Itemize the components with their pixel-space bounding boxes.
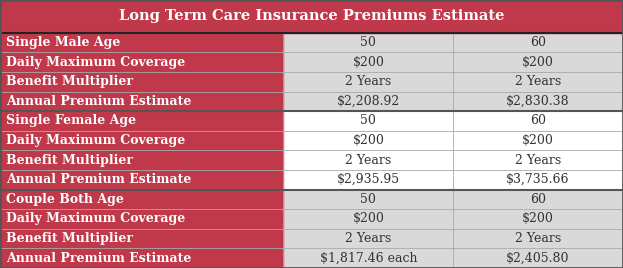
Bar <box>283 52 623 72</box>
Text: 2 Years: 2 Years <box>345 75 391 88</box>
Bar <box>0 72 283 92</box>
Text: $2,208.92: $2,208.92 <box>336 95 400 108</box>
Text: 50: 50 <box>361 114 376 128</box>
Text: Daily Maximum Coverage: Daily Maximum Coverage <box>6 213 186 225</box>
Text: 50: 50 <box>361 36 376 49</box>
Bar <box>283 248 623 268</box>
Text: $2,405.80: $2,405.80 <box>506 252 570 265</box>
Text: Benefit Multiplier: Benefit Multiplier <box>6 75 133 88</box>
Text: Couple Both Age: Couple Both Age <box>6 193 124 206</box>
Text: $200: $200 <box>522 55 554 69</box>
Text: $200: $200 <box>353 55 384 69</box>
Text: $200: $200 <box>522 134 554 147</box>
Text: $200: $200 <box>353 213 384 225</box>
Bar <box>0 150 283 170</box>
Text: Annual Premium Estimate: Annual Premium Estimate <box>6 95 192 108</box>
Text: 2 Years: 2 Years <box>515 154 561 167</box>
Text: Daily Maximum Coverage: Daily Maximum Coverage <box>6 55 186 69</box>
Text: 2 Years: 2 Years <box>345 232 391 245</box>
Text: Single Female Age: Single Female Age <box>6 114 136 128</box>
Text: $2,935.95: $2,935.95 <box>337 173 400 186</box>
Text: $200: $200 <box>522 213 554 225</box>
Bar <box>283 170 623 189</box>
Text: Benefit Multiplier: Benefit Multiplier <box>6 154 133 167</box>
Text: $2,830.38: $2,830.38 <box>506 95 570 108</box>
Bar <box>0 131 283 150</box>
Bar <box>283 33 623 52</box>
Text: Daily Maximum Coverage: Daily Maximum Coverage <box>6 134 186 147</box>
Bar <box>0 209 283 229</box>
Text: $3,735.66: $3,735.66 <box>506 173 570 186</box>
Bar <box>283 92 623 111</box>
Bar <box>283 189 623 209</box>
Bar <box>0 229 283 248</box>
Text: $1,817.46 each: $1,817.46 each <box>320 252 417 265</box>
Text: 2 Years: 2 Years <box>515 232 561 245</box>
Bar <box>0 189 283 209</box>
Bar <box>0 111 283 131</box>
Bar <box>0 33 283 52</box>
Text: Single Male Age: Single Male Age <box>6 36 121 49</box>
Bar <box>283 131 623 150</box>
Bar <box>0 92 283 111</box>
Bar <box>283 209 623 229</box>
Bar <box>0 248 283 268</box>
Text: 60: 60 <box>530 193 546 206</box>
Text: 60: 60 <box>530 114 546 128</box>
Bar <box>0 52 283 72</box>
Bar <box>283 229 623 248</box>
Text: 2 Years: 2 Years <box>345 154 391 167</box>
Bar <box>283 111 623 131</box>
Text: 60: 60 <box>530 36 546 49</box>
Bar <box>0 170 283 189</box>
Bar <box>0 0 623 33</box>
Text: 50: 50 <box>361 193 376 206</box>
Text: Annual Premium Estimate: Annual Premium Estimate <box>6 252 192 265</box>
Text: Benefit Multiplier: Benefit Multiplier <box>6 232 133 245</box>
Bar <box>283 72 623 92</box>
Bar <box>283 150 623 170</box>
Text: 2 Years: 2 Years <box>515 75 561 88</box>
Text: Annual Premium Estimate: Annual Premium Estimate <box>6 173 192 186</box>
Text: $200: $200 <box>353 134 384 147</box>
Text: Long Term Care Insurance Premiums Estimate: Long Term Care Insurance Premiums Estima… <box>119 9 504 23</box>
